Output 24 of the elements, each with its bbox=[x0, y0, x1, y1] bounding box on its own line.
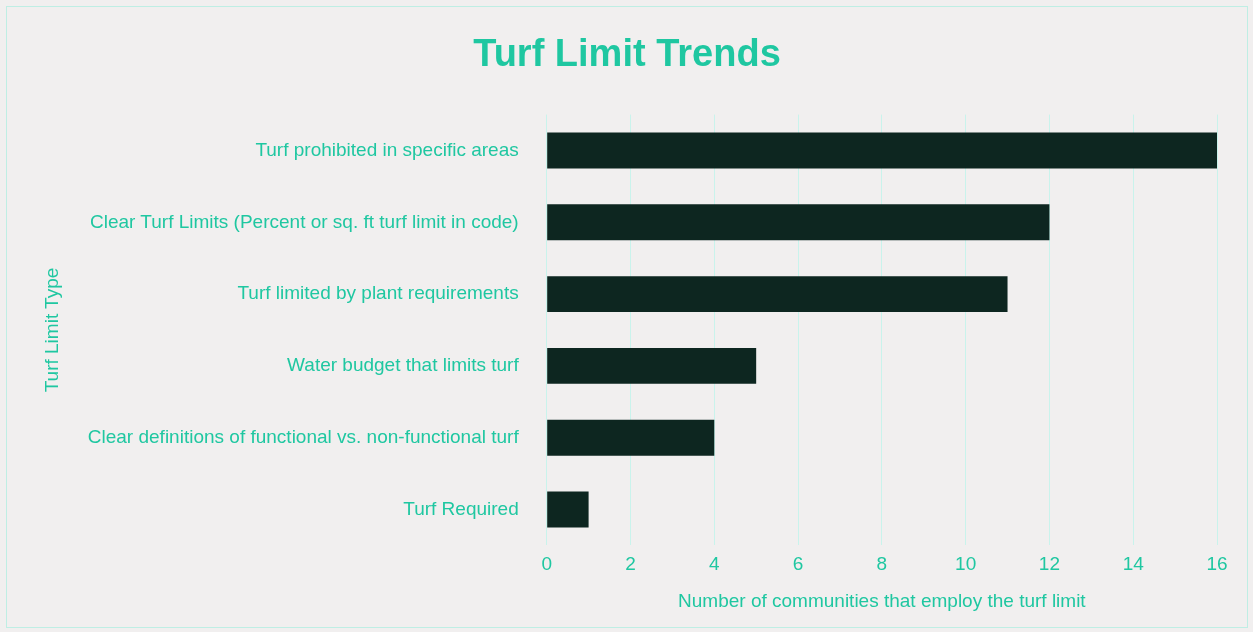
x-tick-label: 0 bbox=[541, 553, 552, 575]
x-tick-label: 16 bbox=[1206, 553, 1228, 575]
y-tick-label: Turf limited by plant requirements bbox=[237, 282, 519, 304]
x-tick-label: 10 bbox=[955, 553, 977, 575]
y-axis-title: Turf Limit Type bbox=[40, 267, 62, 393]
bar bbox=[547, 132, 1217, 169]
y-tick-label: Water budget that limits turf bbox=[287, 354, 520, 376]
x-tick-label: 6 bbox=[792, 553, 804, 575]
x-tick-label: 2 bbox=[625, 553, 636, 575]
chart-title: Turf Limit Trends bbox=[473, 32, 781, 75]
y-tick-label: Turf prohibited in specific areas bbox=[255, 138, 519, 160]
bar bbox=[547, 491, 589, 528]
y-tick-label: Turf Required bbox=[403, 497, 519, 519]
x-tick-label: 8 bbox=[876, 553, 888, 575]
x-tick-label: 4 bbox=[708, 553, 720, 575]
bar bbox=[547, 419, 715, 456]
x-axis-title: Number of communities that employ the turf limit bbox=[678, 589, 1087, 611]
y-tick-label: Clear Turf Limits (Percent or sq. ft turf limit in code) bbox=[90, 210, 519, 232]
x-tick-label: 12 bbox=[1038, 553, 1060, 575]
bar bbox=[547, 204, 1050, 241]
bar bbox=[547, 276, 1008, 313]
y-tick-label: Clear definitions of functional vs. non-functional turf bbox=[87, 425, 520, 447]
bar bbox=[547, 347, 757, 384]
x-tick-label: 14 bbox=[1122, 553, 1145, 575]
